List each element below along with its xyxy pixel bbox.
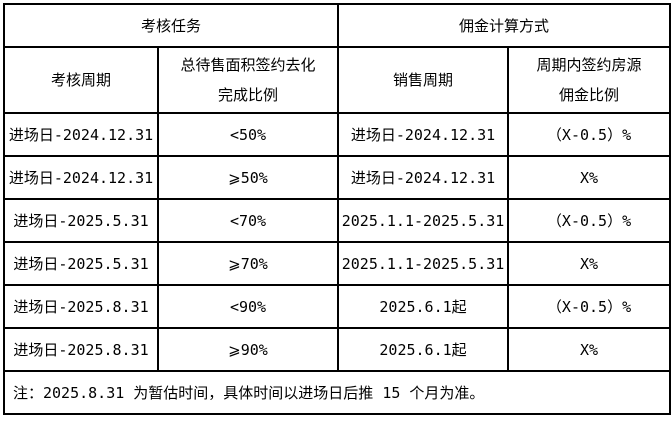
cell-sales-period: 2025.1.1-2025.5.31	[337, 198, 510, 243]
group-header-assessment-task: 考核任务	[2, 3, 340, 48]
cell-commission-rate: （X-0.5）%	[507, 112, 672, 157]
group-header-row: 考核任务 佣金计算方式	[2, 3, 672, 48]
column-header-completion-ratio: 总待售面积签约去化 完成比例	[156, 46, 340, 114]
cell-completion-ratio: ⩾50%	[156, 155, 340, 200]
cell-commission-rate: （X-0.5）%	[507, 284, 672, 329]
cell-completion-ratio: <50%	[156, 112, 340, 157]
cell-completion-ratio: <70%	[156, 198, 340, 243]
table-row: 进场日-2025.8.31 <90% 2025.6.1起 （X-0.5）%	[3, 284, 672, 329]
cell-assessment-period: 进场日-2025.5.31	[3, 241, 159, 286]
table-row: 进场日-2025.5.31 ⩾70% 2025.1.1-2025.5.31 X%	[3, 241, 672, 286]
cell-sales-period: 2025.6.1起	[337, 327, 510, 372]
footnote-text: 注：2025.8.31 为暂估时间，具体时间以进场日后推 15 个月为准。	[2, 370, 672, 415]
cell-sales-period: 进场日-2024.12.31	[337, 155, 510, 200]
cell-sales-period: 2025.6.1起	[337, 284, 510, 329]
cell-commission-rate: X%	[507, 155, 672, 200]
table-row: 进场日-2024.12.31 ⩾50% 进场日-2024.12.31 X%	[3, 155, 672, 200]
cell-assessment-period: 进场日-2025.5.31	[3, 198, 159, 243]
column-header-line1: 周期内签约房源	[536, 56, 642, 74]
cell-sales-period: 2025.1.1-2025.5.31	[337, 241, 510, 286]
table-row: 进场日-2024.12.31 <50% 进场日-2024.12.31 （X-0.…	[3, 112, 672, 157]
column-header-row: 考核周期 总待售面积签约去化 完成比例 销售周期 周期内签约房源 佣金比例	[3, 46, 672, 114]
cell-completion-ratio: ⩾70%	[156, 241, 340, 286]
cell-sales-period: 进场日-2024.12.31	[337, 112, 510, 157]
group-header-commission-method: 佣金计算方式	[337, 3, 672, 48]
column-header-commission-rate: 周期内签约房源 佣金比例	[507, 46, 672, 114]
cell-commission-rate: X%	[507, 241, 672, 286]
cell-assessment-period: 进场日-2025.8.31	[3, 327, 159, 372]
column-header-line2: 佣金比例	[559, 86, 620, 104]
cell-assessment-period: 进场日-2024.12.31	[3, 112, 159, 157]
cell-assessment-period: 进场日-2025.8.31	[3, 284, 159, 329]
cell-assessment-period: 进场日-2024.12.31	[3, 155, 159, 200]
column-header-line1: 总待售面积签约去化	[180, 56, 316, 74]
column-header-line2: 完成比例	[218, 86, 279, 104]
commission-rules-table: 考核任务 佣金计算方式 考核周期 总待售面积签约去化 完成比例 销售周期 周期内…	[2, 3, 672, 415]
cell-commission-rate: X%	[507, 327, 672, 372]
table-row: 进场日-2025.8.31 ⩾90% 2025.6.1起 X%	[3, 327, 672, 372]
cell-commission-rate: （X-0.5）%	[507, 198, 672, 243]
column-header-sales-period: 销售周期	[337, 46, 510, 114]
table-row: 进场日-2025.5.31 <70% 2025.1.1-2025.5.31 （X…	[3, 198, 672, 243]
column-header-assessment-period: 考核周期	[3, 46, 159, 114]
footnote-row: 注：2025.8.31 为暂估时间，具体时间以进场日后推 15 个月为准。	[2, 370, 672, 415]
cell-completion-ratio: <90%	[156, 284, 340, 329]
cell-completion-ratio: ⩾90%	[156, 327, 340, 372]
